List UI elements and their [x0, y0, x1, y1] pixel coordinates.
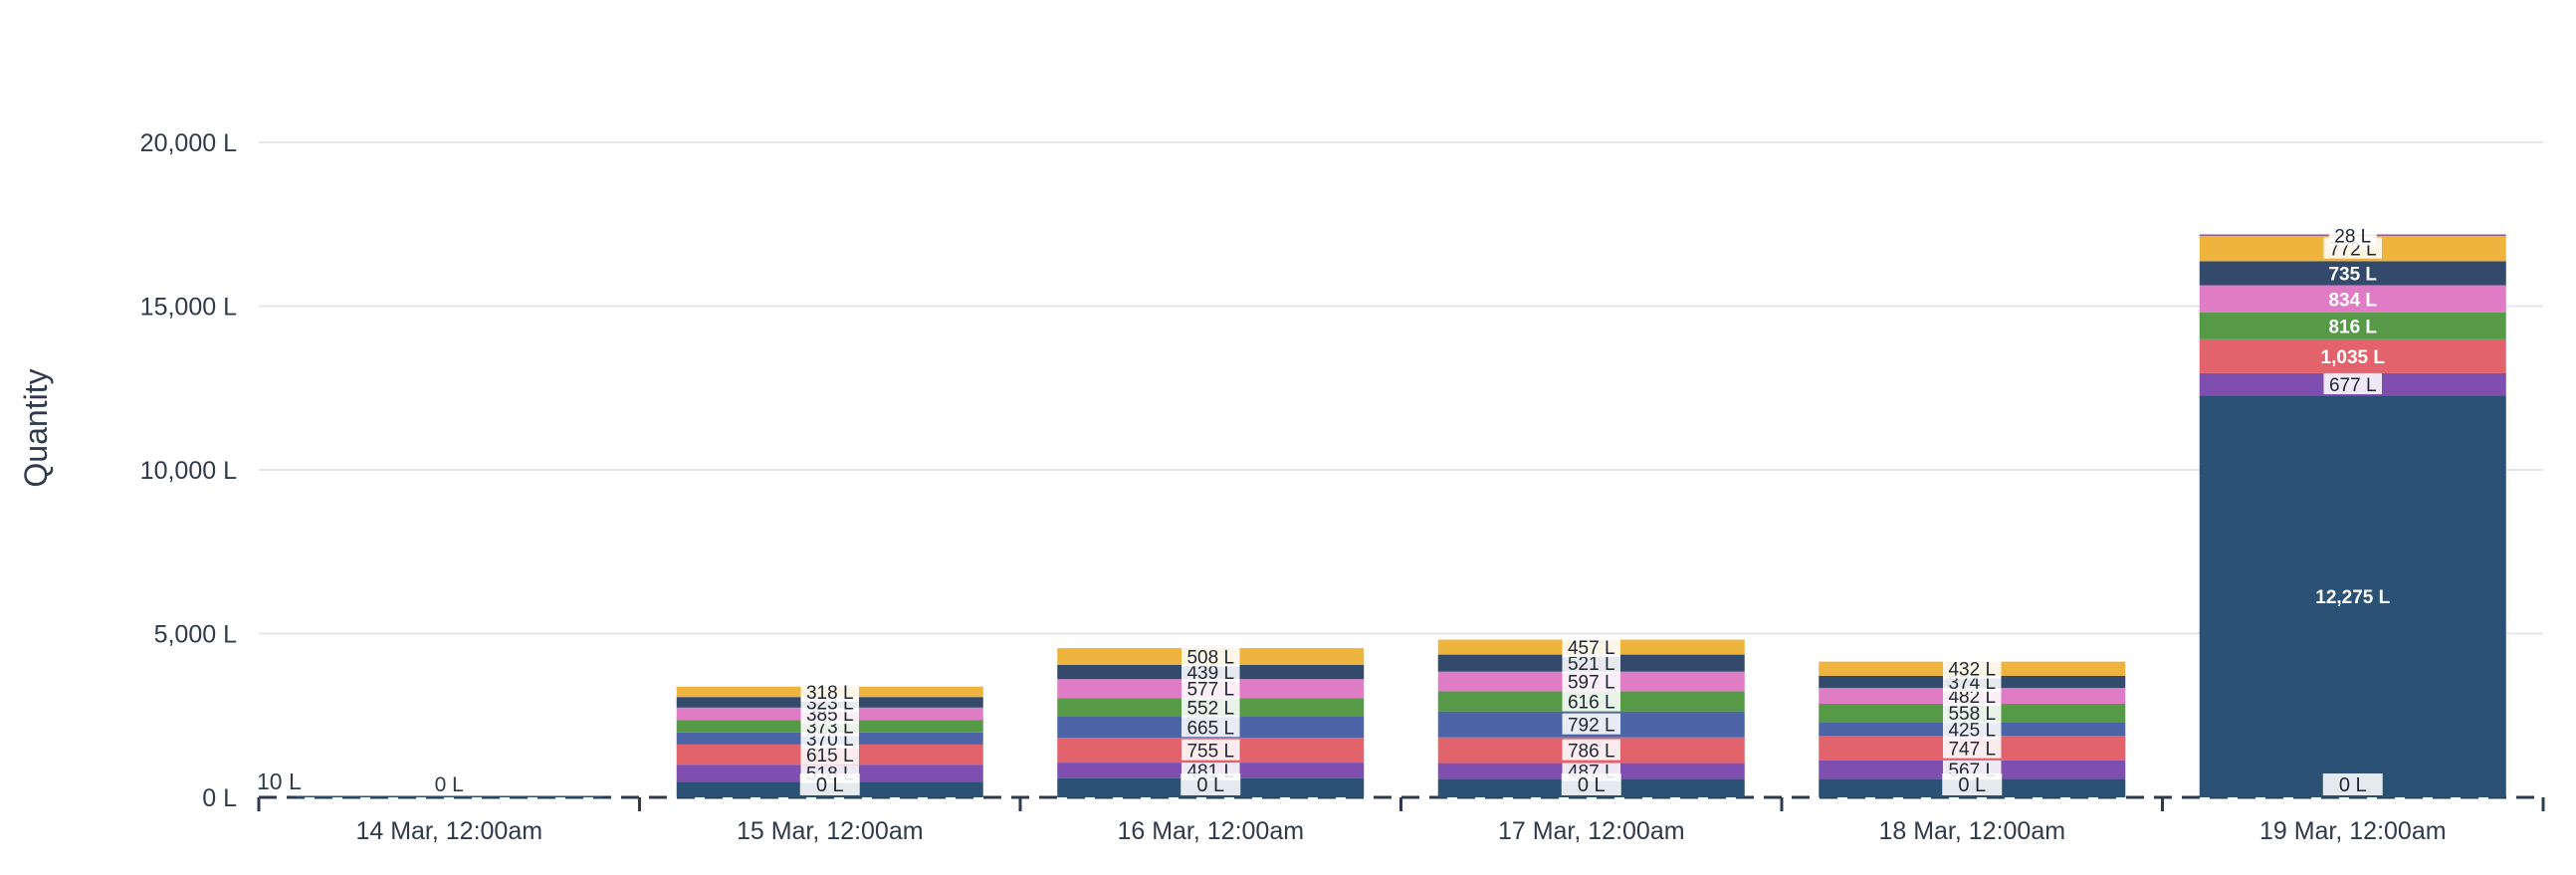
data-label: 786 L [1568, 742, 1615, 763]
bar-segment [2199, 312, 2506, 339]
x-tick-label: 17 Mar, 12:00am [1498, 817, 1685, 845]
data-label: 816 L [2328, 317, 2377, 337]
data-label-bg [1562, 713, 1620, 735]
data-label: 482 L [1948, 687, 1996, 708]
data-label-bg [2328, 224, 2377, 246]
bottom-label-bg [799, 773, 860, 795]
data-label-bg [1181, 645, 1240, 667]
data-label: 432 L [1948, 660, 1996, 681]
data-label: 318 L [806, 683, 854, 704]
data-label-bg [1181, 677, 1240, 699]
data-label: 577 L [1186, 680, 1234, 701]
data-label: 508 L [1186, 647, 1234, 668]
bar-segment [2199, 395, 2506, 797]
bar-segment [2199, 285, 2506, 313]
x-tick-label: 14 Mar, 12:00am [355, 817, 542, 845]
data-label-bg [1562, 739, 1620, 761]
bottom-label: 0 L [2339, 774, 2367, 796]
data-label-bg [1181, 696, 1240, 718]
data-label: 616 L [1568, 693, 1615, 714]
bottom-label: 0 L [1958, 774, 1986, 796]
bottom-label: 0 L [1196, 774, 1224, 796]
y-axis-title: Quantity [16, 368, 56, 487]
bottom-label-bg [1181, 773, 1241, 795]
bottom-label-bg [1942, 773, 2003, 795]
data-label: 552 L [1186, 698, 1234, 719]
y-tick-label: 0 L [202, 784, 237, 812]
data-label-bg [800, 680, 859, 702]
data-label: 558 L [1948, 704, 1996, 725]
y-axis-title-text: Quantity [17, 368, 54, 488]
data-label-bg [2323, 373, 2382, 395]
data-label-bg [1943, 702, 2002, 724]
bar-segment [296, 795, 603, 797]
y-tick-label: 15,000 L [140, 294, 237, 322]
data-label: 425 L [1948, 720, 1996, 741]
data-label-bg [1943, 737, 2002, 759]
data-label: 665 L [1186, 718, 1234, 739]
data-label: 10 L [257, 768, 302, 794]
data-label: 677 L [2329, 375, 2377, 396]
data-label: 792 L [1568, 716, 1615, 737]
data-label-bg [1562, 690, 1620, 712]
data-label-bg [1562, 636, 1620, 658]
x-tick-label: 18 Mar, 12:00am [1878, 817, 2065, 845]
data-label: 834 L [2328, 290, 2377, 311]
data-label: 521 L [1568, 654, 1615, 675]
x-tick-label: 15 Mar, 12:00am [737, 817, 924, 845]
bottom-label: 0 L [816, 774, 844, 796]
data-label-bg [800, 744, 859, 766]
data-label-bg [1562, 670, 1620, 692]
data-label: 12,275 L [2315, 587, 2390, 608]
bar-segment [2199, 261, 2506, 286]
y-tick-label: 10,000 L [140, 457, 237, 485]
bottom-label: 0 L [435, 773, 464, 796]
y-tick-label: 5,000 L [154, 621, 238, 649]
data-label: 28 L [2334, 227, 2371, 248]
data-label-bg [1943, 657, 2002, 679]
bottom-label: 0 L [1578, 774, 1606, 796]
data-label: 615 L [806, 746, 854, 766]
bottom-label-bg [2322, 773, 2383, 795]
data-label-bg [1181, 739, 1240, 761]
data-label-bg [1943, 718, 2002, 740]
data-label: 1,035 L [2321, 347, 2386, 368]
bottom-label-bg [1561, 773, 1621, 795]
data-label: 747 L [1948, 740, 1996, 761]
data-label-bg [1562, 652, 1620, 674]
x-tick-label: 19 Mar, 12:00am [2259, 817, 2447, 845]
data-label: 439 L [1186, 663, 1234, 684]
x-tick-label: 16 Mar, 12:00am [1117, 817, 1304, 845]
data-label: 457 L [1568, 638, 1615, 659]
bar-segment [2199, 338, 2506, 373]
data-label-bg [1181, 716, 1240, 738]
data-label: 735 L [2328, 264, 2377, 285]
y-tick-label: 20,000 L [140, 129, 237, 157]
data-label: 755 L [1186, 742, 1234, 763]
data-label: 597 L [1568, 673, 1615, 694]
